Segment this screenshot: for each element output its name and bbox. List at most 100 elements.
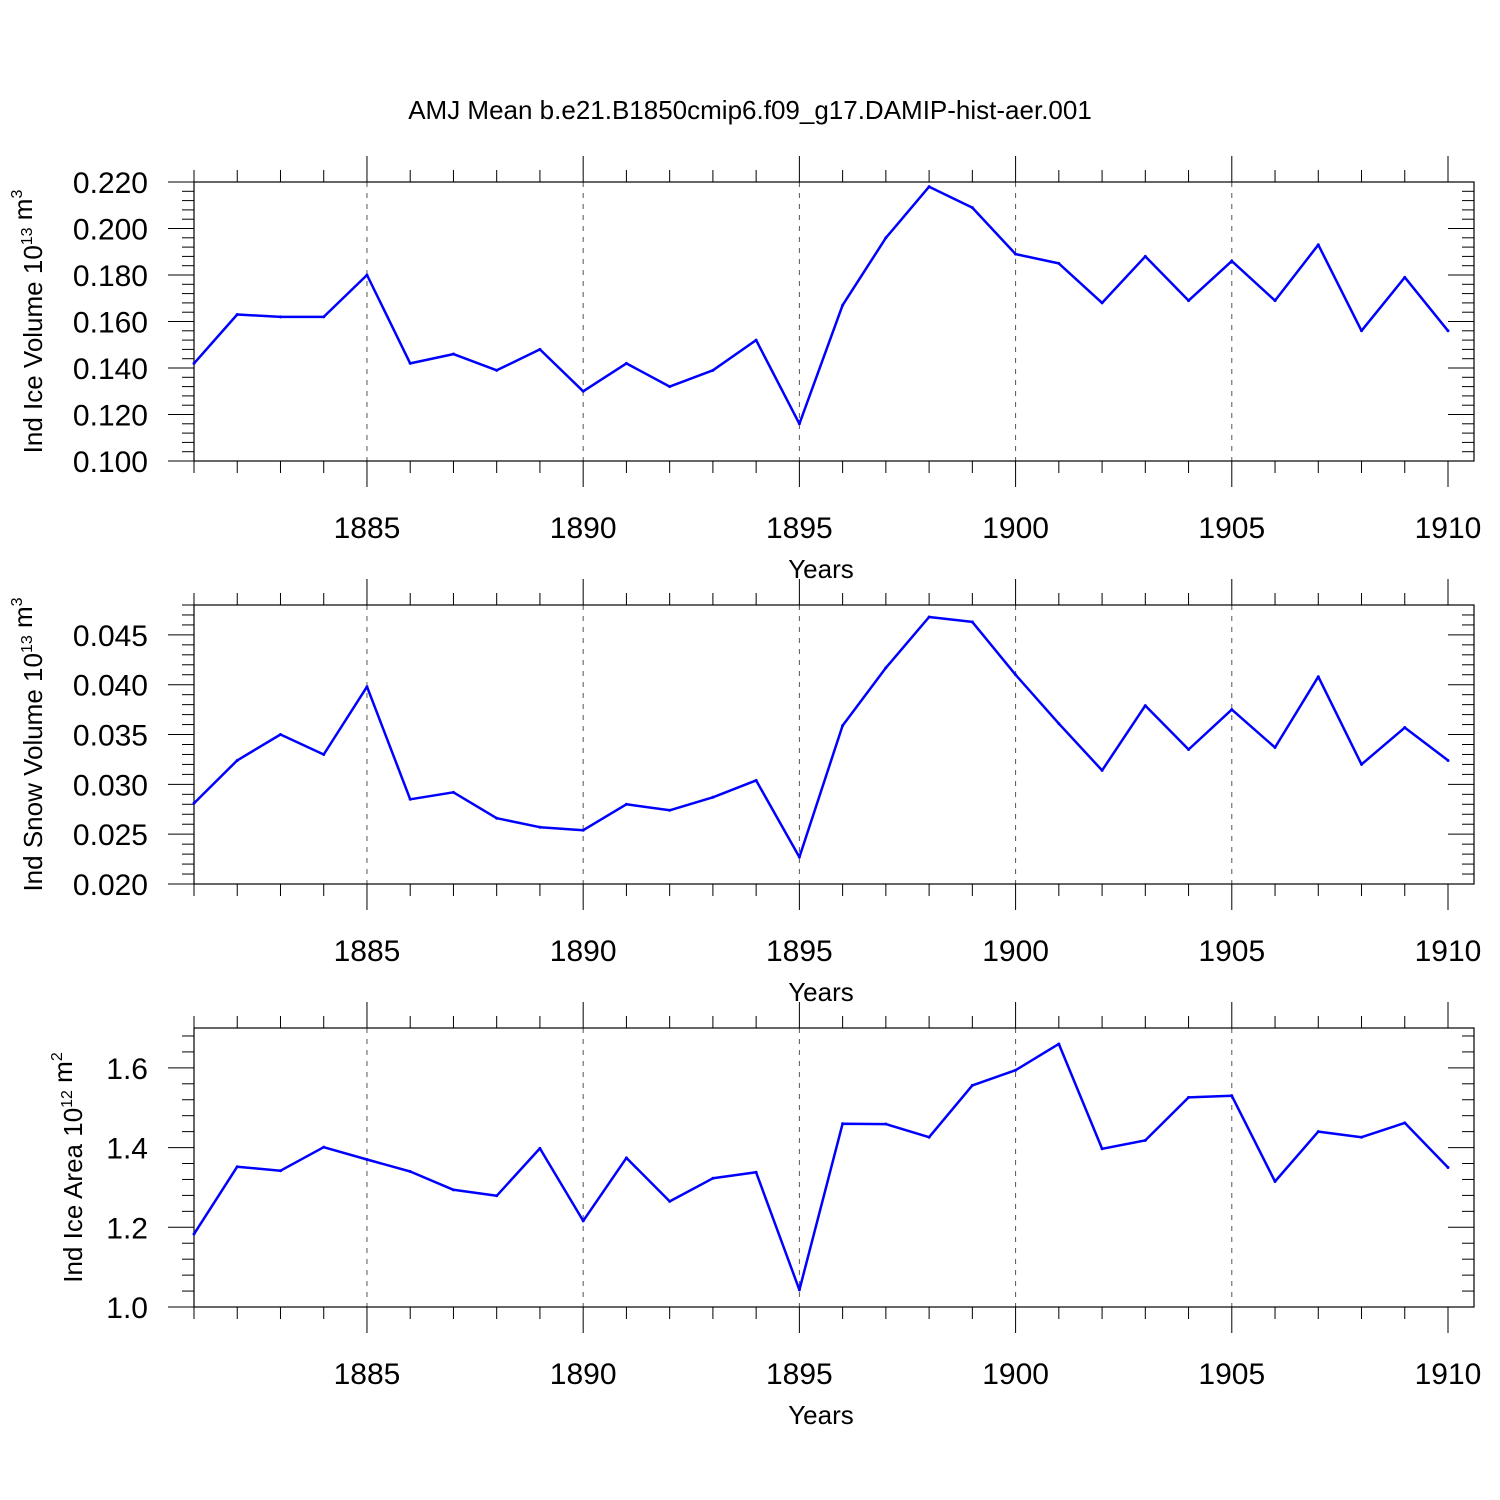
- data-point: [1100, 1147, 1104, 1151]
- data-point: [754, 338, 758, 342]
- data-point: [192, 361, 196, 365]
- data-point: [797, 422, 801, 426]
- x-tick-label: 1885: [334, 1358, 401, 1391]
- x-tick-label: 1900: [982, 1358, 1049, 1391]
- data-point: [1316, 243, 1320, 247]
- data-point: [754, 778, 758, 782]
- data-point: [927, 185, 931, 189]
- data-point: [970, 620, 974, 624]
- data-point: [1100, 768, 1104, 772]
- x-axis-label: Years: [788, 554, 854, 584]
- data-point: [235, 1165, 239, 1169]
- data-point: [970, 1083, 974, 1087]
- data-point: [408, 1169, 412, 1173]
- data-point: [1446, 758, 1450, 762]
- chart-panel-2: 0.020 0.025 0.030 0.035 0.040 0.045 1885 1890 18…: [8, 579, 1481, 1007]
- data-point: [495, 816, 499, 820]
- data-point: [1403, 1121, 1407, 1125]
- y-tick-label: 0.035: [73, 720, 148, 753]
- data-point: [1403, 726, 1407, 730]
- data-point: [1014, 673, 1018, 677]
- data-point: [1230, 259, 1234, 263]
- y-axis-label: Ind Ice Volume 1013 m3: [8, 190, 48, 454]
- x-axis-label: Years: [788, 977, 854, 1007]
- data-point: [884, 666, 888, 670]
- data-point: [1143, 704, 1147, 708]
- data-point: [581, 828, 585, 832]
- data-point: [538, 347, 542, 351]
- data-point: [1187, 1095, 1191, 1099]
- data-point: [884, 1122, 888, 1126]
- data-point: [841, 724, 845, 728]
- data-point: [1273, 1179, 1277, 1183]
- y-tick-label: 0.140: [73, 353, 148, 386]
- x-tick-label: 1885: [334, 512, 401, 545]
- data-point: [192, 1232, 196, 1236]
- data-point: [668, 1199, 672, 1203]
- y-tick-label: 0.200: [73, 214, 148, 247]
- data-point: [581, 389, 585, 393]
- x-tick-label: 1905: [1198, 512, 1265, 545]
- data-point: [1187, 747, 1191, 751]
- data-point: [365, 273, 369, 277]
- y-tick-label: 0.220: [73, 167, 148, 200]
- data-point: [624, 361, 628, 365]
- data-point: [495, 368, 499, 372]
- data-point: [711, 368, 715, 372]
- y-tick-label: 0.100: [73, 446, 148, 479]
- x-tick-label: 1895: [766, 1358, 833, 1391]
- x-tick-label: 1890: [550, 935, 617, 968]
- data-point: [451, 352, 455, 356]
- y-tick-label: 0.025: [73, 819, 148, 852]
- y-axis-label: Ind Snow Volume 1013 m3: [8, 597, 48, 891]
- data-point: [884, 236, 888, 240]
- data-point: [1446, 1166, 1450, 1169]
- data-point: [1187, 299, 1191, 303]
- data-point: [624, 1156, 628, 1160]
- data-point: [841, 1122, 845, 1126]
- data-point: [365, 1158, 369, 1162]
- data-point: [278, 733, 282, 737]
- x-tick-label: 1895: [766, 512, 833, 545]
- data-point: [581, 1219, 585, 1223]
- data-point: [711, 1176, 715, 1180]
- data-point: [1143, 1138, 1147, 1142]
- series-line: [193, 615, 1449, 859]
- data-point: [278, 315, 282, 319]
- data-point: [841, 303, 845, 307]
- data-point: [797, 1288, 801, 1292]
- plot-frame: [193, 1027, 1475, 1308]
- y-tick-label: 1.4: [106, 1133, 148, 1166]
- data-point: [1014, 252, 1018, 256]
- y-tick-label: 1.0: [106, 1292, 148, 1325]
- data-point: [538, 1146, 542, 1150]
- data-point: [322, 1145, 326, 1149]
- data-point: [624, 802, 628, 806]
- data-point: [1446, 329, 1450, 333]
- y-tick-label: 0.120: [73, 400, 148, 433]
- x-tick-label: 1910: [1415, 1358, 1482, 1391]
- x-tick-label: 1910: [1415, 512, 1482, 545]
- series-line: [193, 185, 1449, 426]
- x-tick-label: 1890: [550, 1358, 617, 1391]
- data-point: [365, 685, 369, 689]
- data-point: [495, 1194, 499, 1198]
- x-tick-label: 1905: [1198, 1358, 1265, 1391]
- data-point: [1057, 1042, 1061, 1046]
- data-point: [235, 758, 239, 762]
- data-point: [1360, 1135, 1364, 1139]
- x-tick-label: 1905: [1198, 935, 1265, 968]
- data-point: [322, 315, 326, 319]
- x-tick-label: 1910: [1415, 935, 1482, 968]
- data-point: [1057, 722, 1061, 726]
- data-point: [192, 801, 196, 805]
- data-point: [668, 808, 672, 812]
- data-point: [278, 1169, 282, 1173]
- data-point: [1230, 1094, 1234, 1098]
- data-point: [1316, 675, 1320, 679]
- data-point: [1273, 745, 1277, 749]
- x-tick-label: 1895: [766, 935, 833, 968]
- data-point: [408, 797, 412, 801]
- data-point: [668, 385, 672, 389]
